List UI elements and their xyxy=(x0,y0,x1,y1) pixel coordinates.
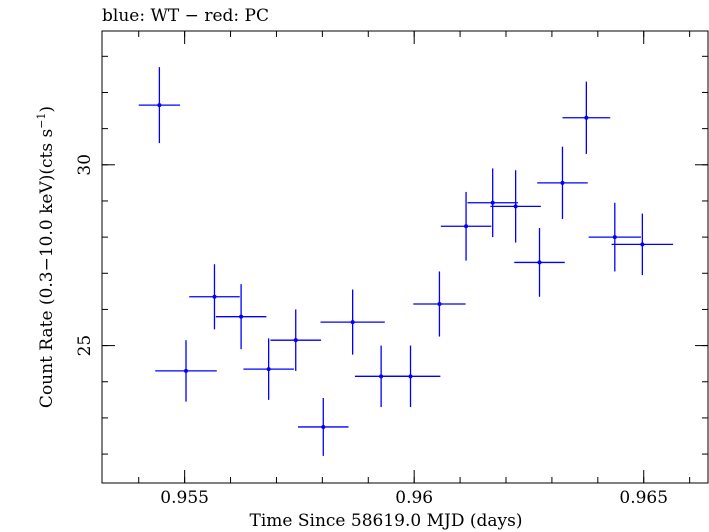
x-ticks xyxy=(138,31,691,483)
point-marker xyxy=(640,242,645,247)
data-point xyxy=(611,213,674,276)
y-axis-label-main: Count Rate (0.3−10.0 keV)(cts s xyxy=(37,129,57,408)
point-marker xyxy=(490,200,495,205)
x-tick-label: 0.96 xyxy=(395,488,433,508)
point-marker xyxy=(239,314,244,319)
data-point xyxy=(490,170,541,243)
data-point xyxy=(215,284,267,350)
y-axis-label: Count Rate (0.3−10.0 keV)(cts s−1) xyxy=(35,106,57,408)
point-marker xyxy=(560,180,565,185)
x-tick-labels: 0.955 0.96 0.965 xyxy=(160,488,668,508)
data-point xyxy=(189,264,240,330)
point-marker xyxy=(321,424,326,429)
point-marker xyxy=(513,204,518,209)
data-point xyxy=(440,191,492,261)
data-point xyxy=(243,338,294,400)
chart-title: blue: WT − red: PC xyxy=(102,6,269,26)
y-tick-labels: 25 30 xyxy=(75,154,95,356)
x-tick-label: 0.965 xyxy=(619,488,668,508)
point-marker xyxy=(437,302,442,307)
point-marker xyxy=(293,338,298,343)
data-point xyxy=(155,340,217,402)
x-tick-label: 0.955 xyxy=(160,488,209,508)
data-point xyxy=(562,81,611,154)
point-marker xyxy=(408,374,413,379)
point-marker xyxy=(184,368,189,373)
data-point xyxy=(298,398,349,456)
point-marker xyxy=(537,260,542,265)
point-marker xyxy=(157,103,162,108)
data-point xyxy=(413,271,466,337)
data-point xyxy=(467,168,518,238)
data-point xyxy=(537,146,588,220)
y-ticks xyxy=(102,55,708,455)
plot-frame xyxy=(101,30,709,484)
point-marker xyxy=(350,320,355,325)
point-marker xyxy=(266,367,271,372)
data-points xyxy=(138,67,674,456)
data-point xyxy=(270,309,321,371)
point-marker xyxy=(212,294,217,299)
data-point xyxy=(514,228,565,297)
y-tick-label: 30 xyxy=(75,154,95,176)
data-point xyxy=(138,67,181,144)
y-axis-label-exponent: −1 xyxy=(35,113,48,129)
point-marker xyxy=(584,115,589,120)
data-point xyxy=(588,202,641,272)
y-tick-label: 25 xyxy=(75,335,95,357)
point-marker xyxy=(612,235,617,240)
point-marker xyxy=(464,224,469,229)
data-point xyxy=(380,345,441,408)
data-point xyxy=(320,289,385,355)
x-axis-label: Time Since 58619.0 MJD (days) xyxy=(250,511,523,531)
y-axis-label-close: ) xyxy=(37,106,57,113)
